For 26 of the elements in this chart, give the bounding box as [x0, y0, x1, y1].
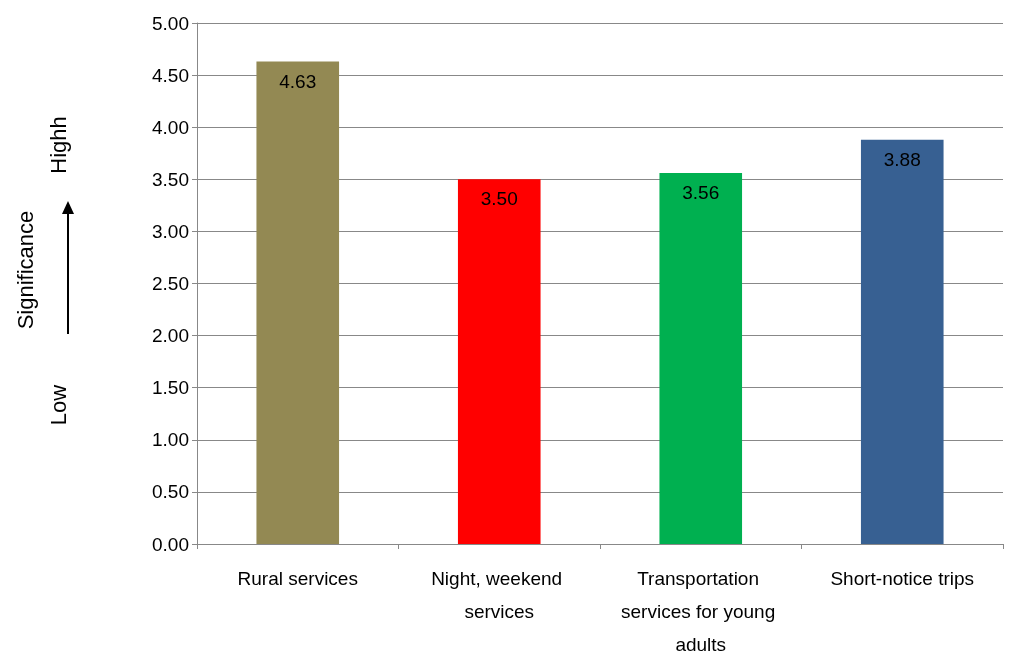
text: Low: [45, 384, 71, 426]
y-tick-label: 0.00: [152, 533, 189, 555]
y-tick-label: 3.00: [152, 220, 189, 242]
y-tick-label: 3.50: [152, 168, 189, 190]
bar: [860, 139, 944, 544]
data-label: 3.88: [883, 148, 921, 170]
data-label: 4.63: [279, 70, 317, 92]
data-label: 3.56: [682, 182, 720, 204]
text: Significance: [12, 210, 38, 330]
bar: [256, 61, 340, 544]
y-tick-label: 4.00: [152, 116, 189, 138]
bar: [457, 179, 541, 544]
x-tick-label: Rural services: [237, 568, 358, 589]
y-tick-label: 4.50: [152, 64, 189, 86]
y-tick-label: 2.50: [152, 273, 189, 294]
x-tick-label: Short-notice trips: [830, 568, 975, 589]
y-tick-label: 1.00: [152, 429, 189, 451]
x-tick-label: Night, weekend services: [431, 568, 568, 622]
data-label: 3.50: [480, 188, 518, 210]
y-tick-label: 2.00: [152, 325, 189, 347]
y-tick-label: 1.50: [152, 377, 189, 399]
y-tick-label: 0.50: [152, 481, 189, 503]
text: Highh: [45, 116, 71, 174]
x-tick-label: Transportation services for young adults: [621, 568, 781, 655]
y-tick-label: 5.00: [152, 12, 189, 34]
bar: [659, 173, 743, 544]
